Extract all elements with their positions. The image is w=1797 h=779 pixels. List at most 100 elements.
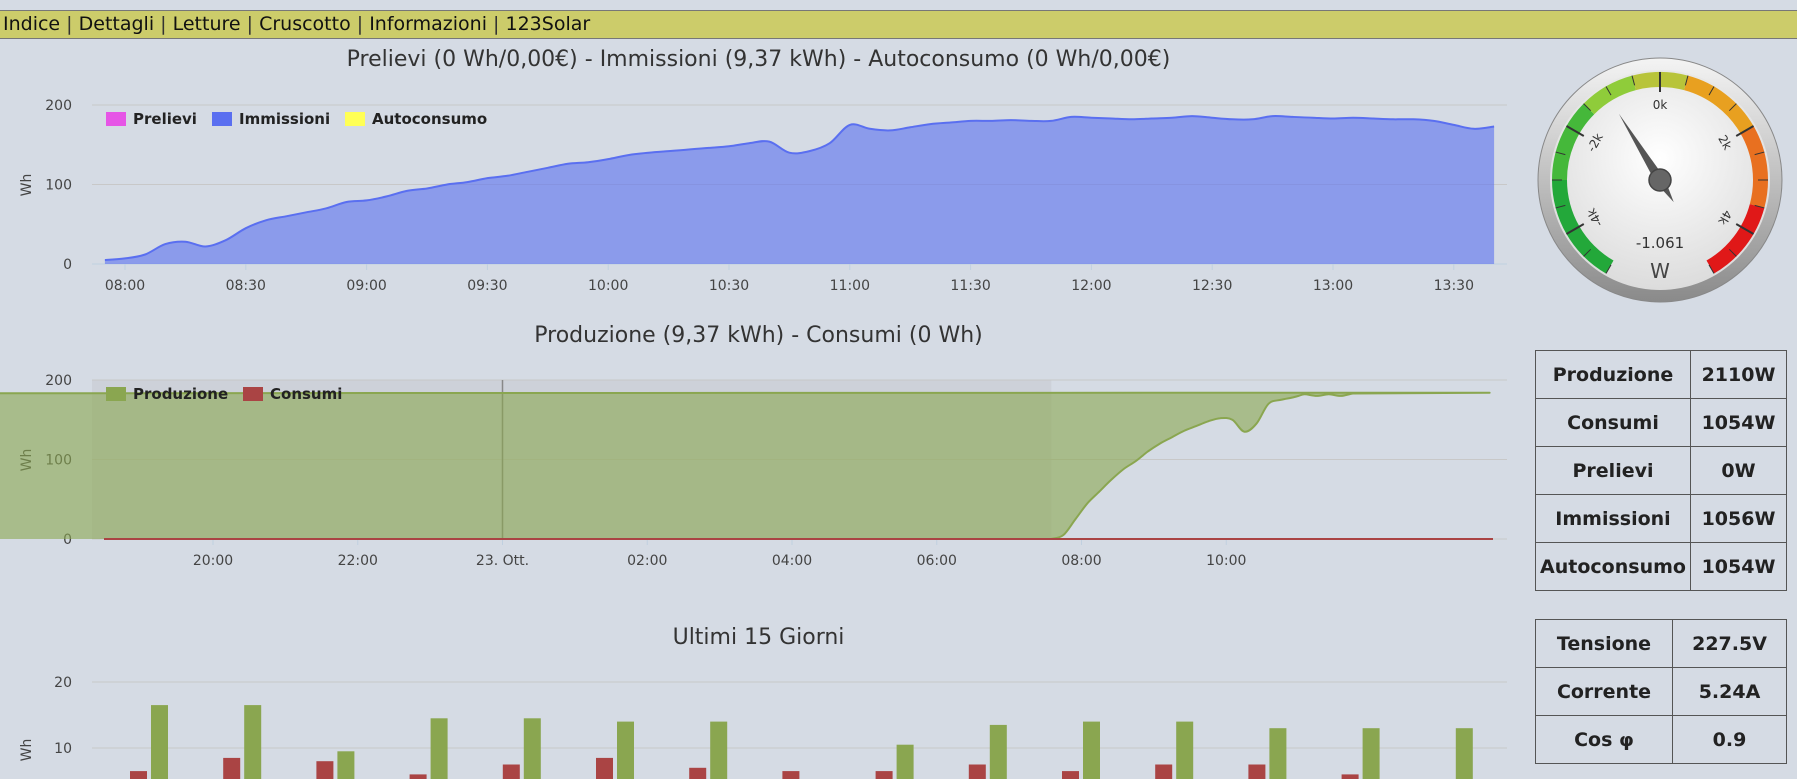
panel-value: 1054W [1690, 542, 1787, 591]
x-tick-label: 08:00 [1061, 553, 1101, 569]
gauge-tick [1555, 151, 1566, 156]
bar-consumi [596, 757, 613, 779]
panel-row: Consumi 1054W [1535, 398, 1787, 447]
panel-value: 0W [1690, 446, 1787, 495]
gauge-value-readout: -1.061 [1636, 234, 1684, 252]
panel-value: 227.5V [1672, 619, 1787, 668]
series-line-produzione [0, 391, 1491, 540]
legend-label: Consumi [270, 385, 342, 403]
gauge-tick [1583, 248, 1592, 257]
x-tick-label: 02:00 [627, 553, 667, 569]
nav-link-cruscotto[interactable]: Cruscotto [259, 13, 351, 35]
gauge-tick [1565, 223, 1585, 235]
panel-label: Autoconsumo [1535, 542, 1691, 591]
y-tick-label: 0 [63, 532, 72, 548]
panel-value: 1054W [1690, 398, 1787, 447]
bar-consumi [223, 757, 241, 779]
x-tick-label: 09:30 [467, 278, 507, 294]
x-tick-label: 23. Ott. [476, 553, 529, 569]
gauge-band [1552, 180, 1614, 274]
bar-consumi [782, 771, 800, 779]
x-tick-label: 10:30 [709, 278, 749, 294]
legend-swatch [345, 112, 365, 126]
bar-consumi [689, 767, 707, 779]
bar-consumi [875, 771, 893, 779]
bar-produzione [989, 724, 1007, 779]
panel-label: Cos φ [1535, 715, 1673, 764]
gauge-band [1552, 103, 1595, 180]
series-area-produzione [0, 392, 1490, 539]
nav-link-123solar[interactable]: 123Solar [505, 13, 591, 35]
panel-value: 2110W [1690, 350, 1787, 399]
bar-consumi [1248, 764, 1266, 779]
panel-row: Corrente 5.24A [1535, 667, 1787, 716]
bar-produzione [896, 744, 914, 779]
x-tick-label: 08:00 [105, 278, 145, 294]
legend-swatch [243, 387, 263, 401]
bar-produzione [1176, 721, 1194, 779]
nav-link-dettagli[interactable]: Dettagli [78, 13, 155, 35]
bar-consumi [316, 761, 334, 779]
gauge-tick [1708, 264, 1715, 274]
chart-title-mid: Produzione (9,37 kWh) - Consumi (0 Wh) [534, 323, 983, 348]
bar-consumi [968, 764, 986, 779]
bar-produzione [151, 705, 168, 779]
chart-last-15-days: 10 20 Wh [19, 675, 1507, 779]
x-tick-label: 08:30 [226, 278, 266, 294]
nav-link-letture[interactable]: Letture [172, 13, 241, 35]
nav-link-informazioni[interactable]: Informazioni [369, 13, 487, 35]
x-tick-label: 11:00 [830, 278, 870, 294]
gauge-band [1684, 75, 1754, 134]
chart-title-top: Prelievi (0 Wh/0,00€) - Immissioni (9,37… [346, 47, 1171, 72]
panel-label: Immissioni [1535, 494, 1691, 543]
legend-swatch [106, 387, 126, 401]
bar-produzione [710, 721, 728, 779]
gauge-tick-label: 4k [1715, 208, 1734, 228]
legend-label: Immissioni [239, 110, 330, 128]
gauge-tick-label: 0k [1653, 98, 1668, 112]
x-tick-label: 06:00 [917, 553, 957, 569]
panel-row: Autoconsumo 1054W [1535, 542, 1787, 591]
panel-value: 0.9 [1672, 715, 1787, 764]
bar-produzione [337, 751, 355, 779]
panel-label: Produzione [1535, 350, 1691, 399]
legend-label: Autoconsumo [372, 110, 487, 128]
electrical-panel: Tensione 227.5V Corrente 5.24A Cos φ 0.9 [1535, 619, 1787, 764]
nav-separator: | [246, 13, 254, 35]
x-tick-label: 20:00 [193, 553, 233, 569]
panel-label: Prelievi [1535, 446, 1691, 495]
x-tick-label: 13:00 [1313, 278, 1353, 294]
panel-label: Consumi [1535, 398, 1691, 447]
bar-consumi [1062, 771, 1079, 779]
panel-row: Prelievi 0W [1535, 446, 1787, 495]
bar-consumi [502, 764, 520, 779]
y-tick-label: 100 [45, 178, 72, 194]
series-line-immissioni [104, 115, 1495, 261]
gauge-tick [1631, 75, 1636, 86]
gauge-tick [1684, 75, 1689, 86]
bar-produzione [430, 718, 448, 779]
gauge-tick [1735, 223, 1755, 235]
gauge-tick [1605, 86, 1612, 96]
chart-title-bottom: Ultimi 15 Giorni [672, 625, 845, 650]
gauge-tick [1735, 125, 1755, 137]
panel-value: 5.24A [1672, 667, 1787, 716]
bar-produzione [1362, 728, 1380, 779]
bar-consumi [1341, 774, 1359, 779]
panel-label: Tensione [1535, 619, 1673, 668]
gauge-tick [1728, 248, 1737, 257]
y-tick-label: 200 [45, 373, 72, 389]
top-nav-bar: Indice | Dettagli | Letture | Cruscotto … [0, 10, 1797, 39]
bar-produzione [617, 721, 634, 779]
nav-separator: | [66, 13, 73, 35]
legend-label: Prelievi [133, 110, 197, 128]
legend-swatch [106, 112, 126, 126]
gauge-band [1583, 75, 1636, 115]
nav-link-indice[interactable]: Indice [3, 13, 61, 35]
gauge-tick [1565, 125, 1585, 137]
y-tick-label: 20 [54, 675, 72, 691]
y-axis-title: Wh [19, 739, 35, 762]
x-tick-label: 12:00 [1071, 278, 1111, 294]
bar-consumi [1155, 764, 1173, 779]
